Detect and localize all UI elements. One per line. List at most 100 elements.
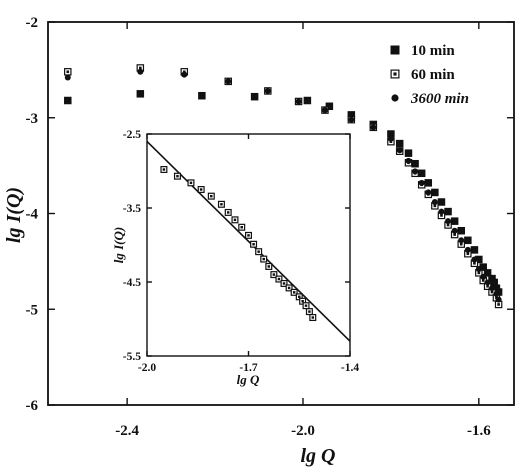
inset-axis-ticks: -2.0 -1.7 -1.4 -2.5 -3.5 -4.5 -5.5 <box>123 129 360 374</box>
data-point <box>490 278 498 287</box>
data-point <box>224 208 232 216</box>
data-point <box>370 124 377 131</box>
inset-plot: -2.0 -1.7 -1.4 -2.5 -3.5 -4.5 -5.5 lg Q lg I(Q… <box>111 129 359 387</box>
data-point <box>181 71 188 78</box>
data-point <box>245 231 253 239</box>
data-point <box>451 227 458 234</box>
y-tick-label: -6 <box>26 398 39 414</box>
data-point <box>136 90 145 98</box>
data-point <box>387 135 394 142</box>
data-point <box>290 288 298 296</box>
data-point <box>475 266 482 273</box>
main-data-markers <box>64 64 503 309</box>
legend-item: 3600 min <box>391 91 469 107</box>
legend-marker <box>390 45 400 55</box>
data-point <box>489 285 496 292</box>
data-point <box>464 236 472 245</box>
data-point <box>483 269 492 277</box>
inset-x-axis-title: lg Q <box>237 372 260 387</box>
data-point <box>492 284 501 292</box>
y-tick-label: -4 <box>26 207 39 223</box>
y-tick-label: -3 <box>26 111 39 127</box>
inset-background <box>147 134 350 356</box>
data-point <box>479 263 487 271</box>
data-point <box>404 149 413 157</box>
data-point <box>412 168 419 175</box>
data-point <box>321 107 328 114</box>
data-point <box>280 279 288 287</box>
data-point <box>305 308 313 316</box>
series-2 <box>64 68 502 303</box>
x-tick-label: -2.0 <box>138 362 156 374</box>
data-point <box>431 199 438 206</box>
legend-marker <box>391 94 399 102</box>
main-axis-ticks: -2.4 -2.0 -1.6 -2 -3 -4 -5 -6 <box>26 15 514 439</box>
data-point <box>64 68 72 76</box>
x-tick-label: -1.6 <box>467 423 491 439</box>
data-point <box>470 246 479 254</box>
data-point <box>64 96 72 105</box>
x-tick-label: -1.7 <box>239 362 257 374</box>
legend-label: 10 min <box>411 43 455 59</box>
x-tick-label: -2.0 <box>291 423 315 439</box>
legend: 10 min 60 min 3600 min <box>390 43 469 107</box>
data-point <box>445 218 452 225</box>
data-point <box>348 116 355 123</box>
data-point <box>411 159 419 168</box>
data-point <box>285 284 293 292</box>
data-point <box>198 91 206 100</box>
data-point <box>471 256 478 263</box>
data-point <box>418 179 425 186</box>
data-point <box>488 274 496 283</box>
legend-item: 10 min <box>390 43 455 59</box>
data-point <box>309 314 317 322</box>
data-point <box>444 207 452 216</box>
data-point <box>458 237 465 244</box>
inset-data-markers <box>160 166 317 322</box>
data-point <box>255 248 263 256</box>
data-point <box>464 246 471 253</box>
data-point <box>207 192 215 200</box>
main-y-axis-title: lg I(Q) <box>3 187 25 243</box>
data-point <box>264 87 271 94</box>
data-point <box>347 111 356 119</box>
data-point <box>265 262 273 270</box>
series-0 <box>160 166 317 322</box>
x-tick-label: -1.4 <box>341 362 359 374</box>
series-0 <box>64 90 503 296</box>
data-point <box>295 98 302 105</box>
data-point <box>225 78 232 85</box>
data-point <box>493 290 500 297</box>
data-point <box>437 198 446 206</box>
data-point <box>64 74 71 81</box>
legend-marker <box>390 69 400 79</box>
data-point <box>250 92 259 101</box>
data-point <box>173 172 181 180</box>
data-point <box>270 271 278 279</box>
data-point <box>424 179 433 187</box>
data-point <box>457 226 465 235</box>
data-point <box>137 68 144 75</box>
data-point <box>250 240 258 248</box>
y-tick-label: -3.5 <box>123 203 141 215</box>
data-point <box>260 255 268 263</box>
y-tick-label: -4.5 <box>123 277 141 289</box>
data-point <box>395 139 404 148</box>
data-point <box>396 147 403 154</box>
x-tick-label: -2.4 <box>115 423 139 439</box>
data-point <box>450 217 459 225</box>
data-point <box>405 157 412 164</box>
y-tick-label: -5.5 <box>123 351 141 363</box>
data-point <box>475 255 483 264</box>
data-point <box>495 296 502 303</box>
legend-label: 3600 min <box>410 91 469 107</box>
inset-y-axis-title: lg I(Q) <box>111 227 126 263</box>
data-point <box>387 130 395 138</box>
data-point <box>438 208 445 215</box>
data-point <box>480 273 487 280</box>
data-point <box>187 179 195 187</box>
data-point <box>197 186 205 194</box>
data-point <box>231 216 239 224</box>
data-point <box>238 223 246 231</box>
